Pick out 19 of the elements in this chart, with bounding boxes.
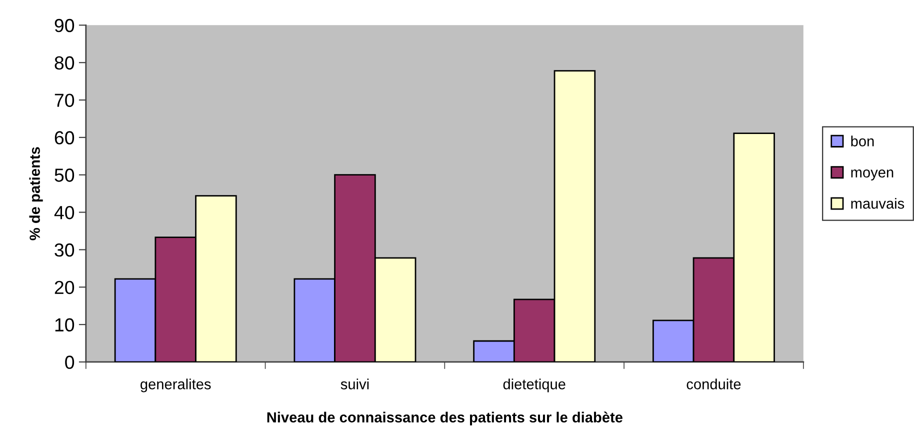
y-tick-label: 40 — [54, 206, 74, 220]
y-tick-label: 10 — [55, 318, 74, 332]
legend-label: moyen — [851, 170, 894, 180]
y-tick-label: 20 — [54, 280, 74, 294]
x-tick-label: conduite — [686, 378, 741, 390]
x-tick-label: dietetique — [503, 378, 566, 392]
legend-label: mauvais — [851, 198, 904, 209]
y-tick-label: 90 — [54, 18, 74, 32]
x-axis-title: Niveau de connaissance des patients sur le diabète — [267, 412, 622, 426]
y-tick-label: 0 — [65, 356, 74, 369]
y-axis-title: % de patients — [29, 147, 43, 240]
x-tick-label: generalites — [140, 378, 211, 392]
legend-label: bon — [851, 136, 874, 146]
y-tick-label: 80 — [54, 56, 74, 70]
x-tick-label: suivi — [340, 378, 369, 390]
y-tick-label: 50 — [54, 168, 74, 182]
y-tick-label: 30 — [54, 243, 74, 257]
y-tick-label: 70 — [54, 94, 74, 107]
y-tick-label: 60 — [54, 131, 74, 144]
